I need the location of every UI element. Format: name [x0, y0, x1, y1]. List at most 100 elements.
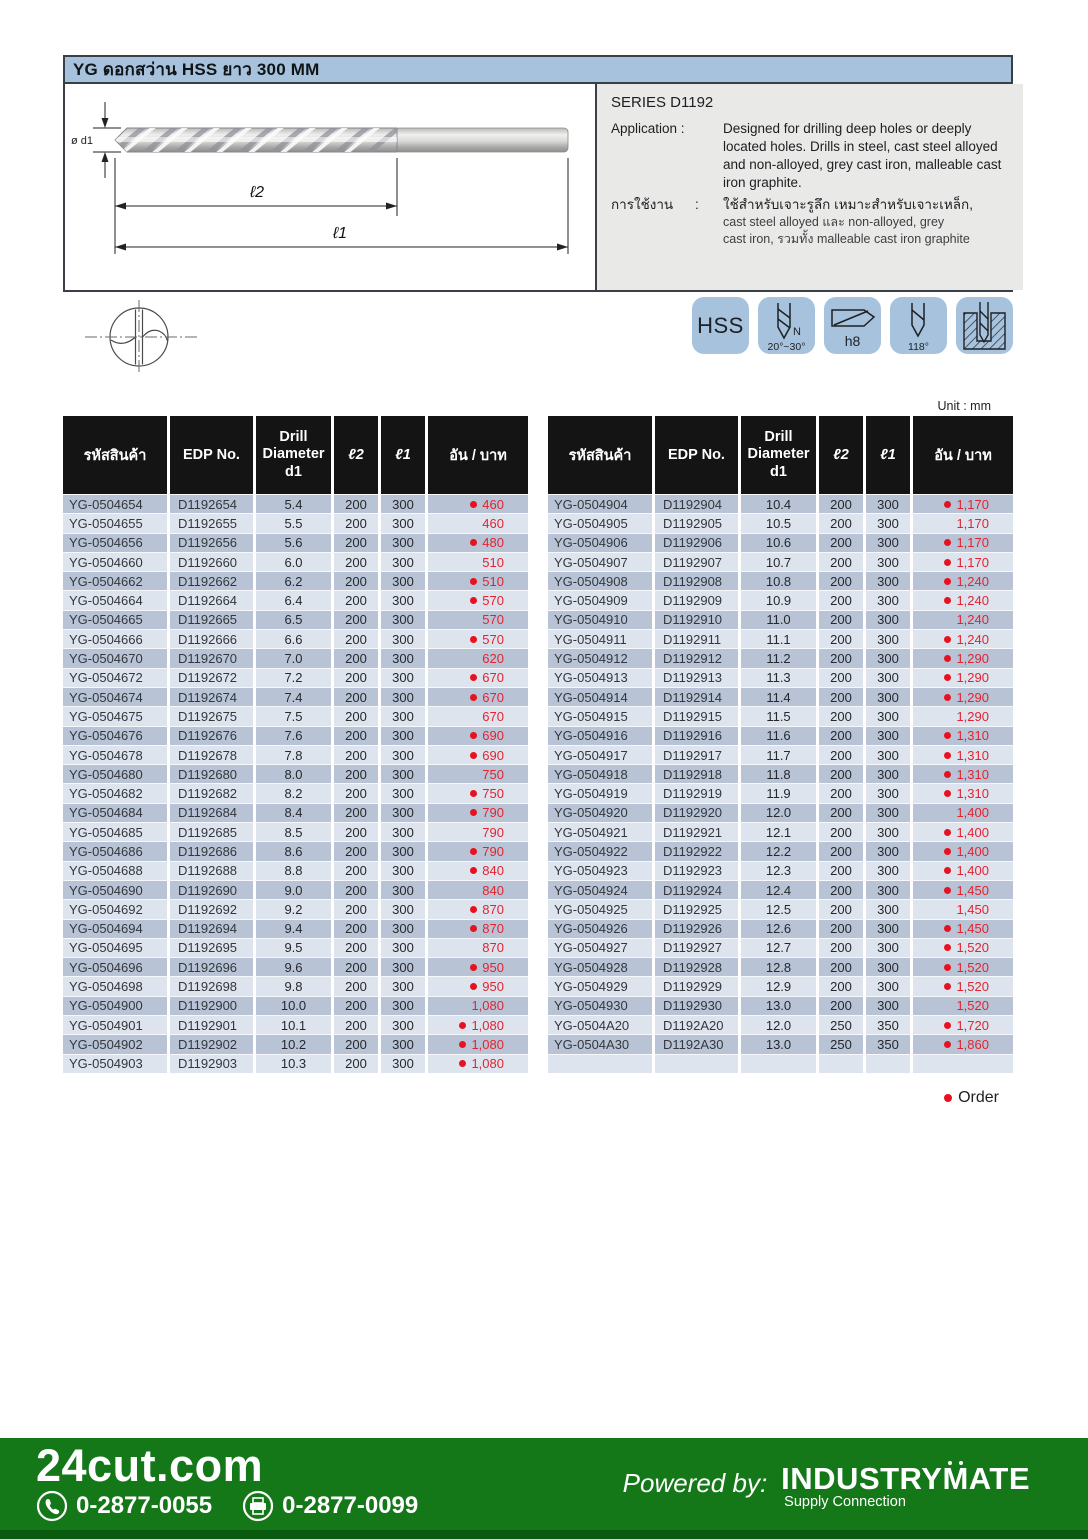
cell-code: YG-0504920: [548, 802, 652, 823]
cell-d1: [738, 1053, 816, 1073]
cell-edp: D1192925: [652, 899, 738, 919]
table-row: YG-0504688 D1192688 8.8 200 300 840: [63, 860, 528, 880]
cell-l2: 200: [331, 918, 378, 938]
table-row: YG-0504904 D1192904 10.4 200 300 1,170: [548, 494, 1013, 514]
cell-l2: 250: [816, 1015, 863, 1035]
order-dot-icon: [459, 1060, 467, 1068]
header-price: อัน / บาท: [910, 416, 1013, 494]
table-row: YG-0504907 D1192907 10.7 200 300 1,170: [548, 551, 1013, 572]
cell-l1: 300: [863, 648, 910, 668]
cell-d1: 6.5: [253, 609, 331, 630]
cell-price: 870: [425, 899, 528, 919]
cell-edp: D1192684: [167, 802, 253, 823]
order-dot-icon: [944, 1021, 952, 1029]
cell-edp: D1192901: [167, 1015, 253, 1035]
cell-code: YG-0504676: [63, 725, 167, 745]
cell-price: 1,080: [425, 995, 528, 1016]
cell-l1: 300: [378, 957, 425, 977]
cell-code: YG-0504678: [63, 744, 167, 765]
cell-code: YG-0504901: [63, 1015, 167, 1035]
cell-l2: 200: [816, 744, 863, 765]
order-dot-icon: [944, 577, 952, 585]
order-dot-icon: [470, 577, 478, 585]
cell-price: 750: [425, 764, 528, 784]
cell-price: 1,240: [910, 629, 1013, 649]
cell-code: YG-0504662: [63, 571, 167, 591]
order-dot-icon: [470, 905, 478, 913]
cell-l1: 300: [863, 609, 910, 630]
cell-l2: 200: [331, 532, 378, 552]
cell-d1: 5.4: [253, 494, 331, 514]
cell-code: YG-0504690: [63, 879, 167, 900]
cell-code: YG-0504664: [63, 590, 167, 610]
cell-l1: 300: [378, 918, 425, 938]
cell-edp: D1192907: [652, 551, 738, 572]
cell-l1: 300: [378, 1034, 425, 1054]
cell-code: YG-0504918: [548, 764, 652, 784]
order-legend: Order: [63, 1089, 1013, 1107]
cell-code: YG-0504903: [63, 1053, 167, 1073]
cell-code: YG-0504905: [548, 513, 652, 533]
header-l1: ℓ1: [378, 416, 425, 494]
cell-price: 870: [425, 937, 528, 958]
cell-price: 790: [425, 802, 528, 823]
site-name[interactable]: 24cut.com: [36, 1440, 264, 1491]
cell-l1: 300: [378, 725, 425, 745]
cell-code: YG-0504922: [548, 841, 652, 861]
svg-text:ø d1: ø d1: [71, 135, 93, 147]
order-dot-icon: [944, 597, 952, 605]
cell-l1: 300: [863, 899, 910, 919]
table-row: YG-0504901 D1192901 10.1 200 300 1,080: [63, 1015, 528, 1035]
cell-code: YG-0504656: [63, 532, 167, 552]
order-dot-icon: [944, 558, 952, 566]
cell-price: 950: [425, 976, 528, 996]
cell-edp: D1192695: [167, 937, 253, 958]
table-row: YG-0504662 D1192662 6.2 200 300 510: [63, 571, 528, 591]
cell-l1: 300: [378, 841, 425, 861]
usage-line-1: ใช้สำหรับเจาะรูลึก เหมาะสำหรับเจาะเหล็ก,: [723, 196, 973, 212]
cell-edp: D1192904: [652, 494, 738, 514]
drill-cross-section-icon: [81, 297, 205, 382]
cell-edp: D1192927: [652, 937, 738, 958]
cell-l2: 200: [331, 802, 378, 823]
header-product-code: รหัสสินค้า: [548, 416, 652, 494]
cell-price: 1,290: [910, 648, 1013, 668]
cell-l1: 300: [378, 629, 425, 649]
table-row: YG-0504910 D1192910 11.0 200 300 1,240: [548, 609, 1013, 630]
cell-l2: 200: [816, 706, 863, 726]
cell-l1: 300: [863, 725, 910, 745]
cell-l1: 300: [378, 1015, 425, 1035]
order-dot-icon: [944, 983, 952, 991]
header-l2: ℓ2: [331, 416, 378, 494]
cell-l2: 200: [331, 648, 378, 668]
cell-code: YG-0504912: [548, 648, 652, 668]
cell-d1: 8.4: [253, 802, 331, 823]
phone-number[interactable]: 0-2877-0055: [76, 1492, 213, 1520]
cell-l2: 200: [816, 879, 863, 900]
cell-l2: 200: [331, 841, 378, 861]
order-dot-icon: [470, 925, 478, 933]
cell-edp: D1192666: [167, 629, 253, 649]
cell-price: 1,520: [910, 995, 1013, 1016]
brand-name[interactable]: INDUSTRYMATE: [781, 1461, 1030, 1496]
order-dot-icon: [470, 635, 478, 643]
fax-number[interactable]: 0-2877-0099: [282, 1492, 419, 1520]
cell-d1: 6.4: [253, 590, 331, 610]
table-row: YG-0504916 D1192916 11.6 200 300 1,310: [548, 725, 1013, 745]
cell-l2: 200: [816, 918, 863, 938]
cell-l2: 200: [816, 976, 863, 996]
fax-item: 0-2877-0099: [242, 1490, 418, 1522]
cell-d1: 12.4: [738, 879, 816, 900]
cell-edp: D1192929: [652, 976, 738, 996]
cell-d1: 11.9: [738, 783, 816, 803]
table-row: YG-0504905 D1192905 10.5 200 300 1,170: [548, 513, 1013, 533]
cell-code: YG-0504913: [548, 667, 652, 687]
svg-text:ℓ1: ℓ1: [332, 225, 347, 242]
cell-price: 1,310: [910, 725, 1013, 745]
phone-item: 0-2877-0055: [36, 1490, 212, 1522]
cell-price: 1,310: [910, 744, 1013, 765]
cell-code: YG-0504666: [63, 629, 167, 649]
cell-code: YG-0504921: [548, 822, 652, 842]
table-row: YG-0504923 D1192923 12.3 200 300 1,400: [548, 860, 1013, 880]
order-legend-label: Order: [958, 1088, 999, 1106]
